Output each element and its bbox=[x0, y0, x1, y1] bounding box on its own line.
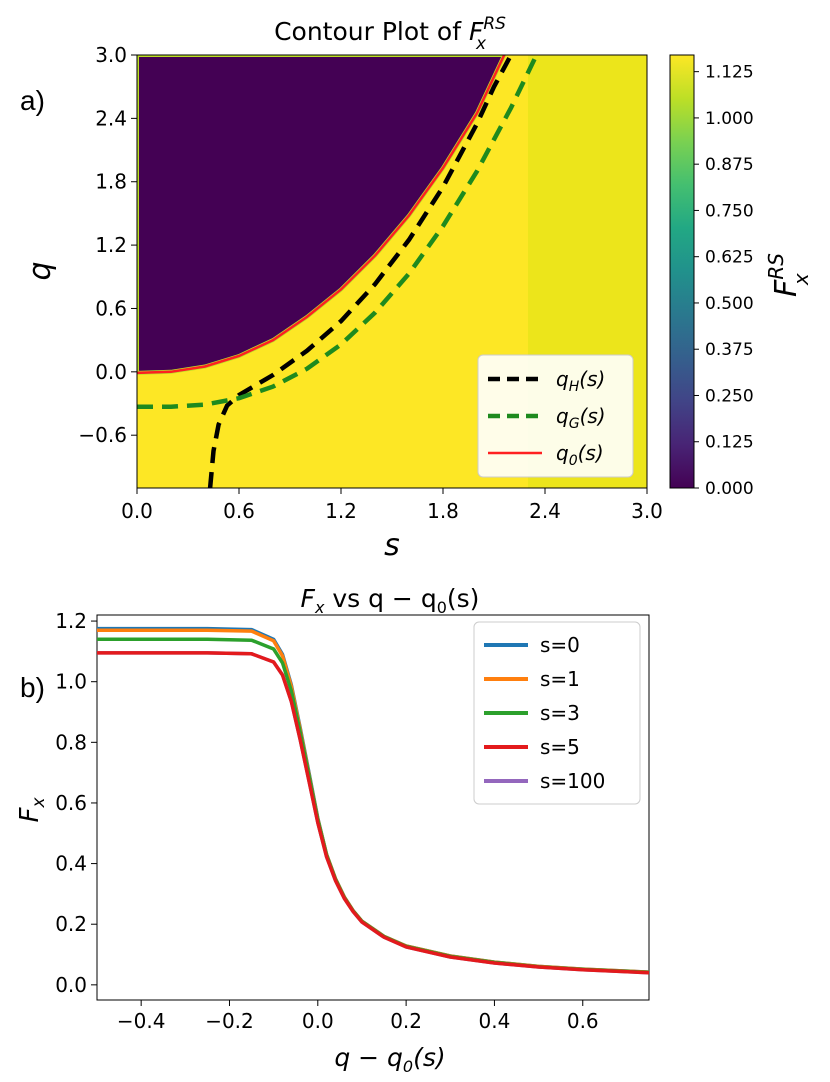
y-tick-label: 2.4 bbox=[95, 106, 127, 130]
y-tick-label: 0.6 bbox=[55, 791, 87, 815]
line-chart-plot-area bbox=[97, 626, 649, 975]
y-tick-label: 1.2 bbox=[55, 609, 87, 633]
heatmap-legend-box bbox=[477, 354, 634, 478]
legend-label: s=0 bbox=[540, 633, 580, 657]
y-tick-label: 1.0 bbox=[55, 670, 87, 694]
heatmap-title: Contour Plot of FRS x bbox=[274, 14, 506, 54]
y-tick-label: 0.0 bbox=[55, 973, 87, 997]
x-tick-label: 3.0 bbox=[631, 499, 663, 523]
y-tick-label: 1.8 bbox=[95, 170, 127, 194]
x-tick-label: 1.8 bbox=[427, 499, 459, 523]
y-tick-label: 0.8 bbox=[55, 730, 87, 754]
y-tick-label: −0.6 bbox=[78, 423, 127, 447]
heatmap-ylabel: q bbox=[23, 261, 58, 280]
y-tick-label: 3.0 bbox=[95, 43, 127, 67]
heatmap-xlabel: s bbox=[384, 528, 400, 563]
line-chart-xlabel: q − q0(s) bbox=[334, 1043, 445, 1076]
y-tick-label: 0.2 bbox=[55, 912, 87, 936]
line-chart-ylabel: Fx bbox=[15, 797, 49, 823]
panel-label-a: a) bbox=[20, 85, 45, 116]
colorbar-tick-label: 0.250 bbox=[705, 386, 754, 406]
colorbar-label: FRSx bbox=[764, 253, 813, 297]
colorbar-gradient bbox=[669, 54, 695, 489]
colorbar-tick-label: 0.000 bbox=[705, 479, 754, 499]
colorbar-tick-label: 0.125 bbox=[705, 433, 754, 453]
heatmap-legend: qH(s) qG(s) q0(s) bbox=[477, 354, 634, 478]
colorbar-tick-label: 0.625 bbox=[705, 248, 754, 268]
x-tick-label: 1.2 bbox=[325, 499, 357, 523]
legend-label: s=1 bbox=[540, 667, 580, 691]
line-chart: Fx vs q − q0(s) −0.4 −0.2 0.0 0.2 0.4 0.6 0.0 0… bbox=[15, 584, 650, 1076]
legend-label: s=100 bbox=[540, 769, 605, 793]
x-tick-label: 0.0 bbox=[121, 499, 153, 523]
line-chart-title: Fx vs q − q0(s) bbox=[301, 584, 480, 617]
x-tick-label: 2.4 bbox=[529, 499, 561, 523]
colorbar-tick-label: 0.750 bbox=[705, 201, 754, 221]
legend-label: q0(s) bbox=[556, 441, 604, 469]
colorbar-tick-label: 0.375 bbox=[705, 340, 754, 360]
line-chart-legend: s=0 s=1 s=3 s=5 s=100 bbox=[473, 621, 641, 805]
y-tick-label: 1.2 bbox=[95, 233, 127, 257]
colorbar-tick-label: 0.875 bbox=[705, 155, 754, 175]
curve-q-g-s bbox=[137, 55, 539, 409]
line-chart-legend-box bbox=[473, 621, 641, 805]
x-tick-label: 0.2 bbox=[390, 1009, 422, 1033]
curve-q-0-s bbox=[137, 55, 506, 375]
y-tick-label: 0.6 bbox=[95, 296, 127, 320]
legend-label: s=5 bbox=[540, 735, 580, 759]
series-line-s-5 bbox=[97, 651, 649, 975]
legend-label: qG(s) bbox=[556, 404, 606, 432]
y-tick-label: 0.4 bbox=[55, 852, 87, 876]
colorbar-tick-label: 1.125 bbox=[705, 63, 754, 83]
colorbar: 0.000 0.125 0.250 0.375 0.500 0.625 0.750 0.875… bbox=[669, 54, 813, 499]
heatmap-plot-area bbox=[137, 55, 647, 488]
colorbar-tick-label: 1.000 bbox=[705, 109, 754, 129]
x-tick-label: −0.2 bbox=[205, 1009, 254, 1033]
legend-label: qH(s) bbox=[556, 367, 605, 395]
heatmap-chart: Contour Plot of FRS x 0.0 0.6 1.2 1.8 2.4 3.0 −… bbox=[23, 14, 813, 563]
x-tick-label: −0.4 bbox=[117, 1009, 166, 1033]
legend-label: s=3 bbox=[540, 701, 580, 725]
x-tick-label: 0.0 bbox=[302, 1009, 334, 1033]
x-tick-label: 0.4 bbox=[479, 1009, 511, 1033]
heatmap-frame bbox=[136, 54, 648, 489]
y-tick-label: 0.0 bbox=[95, 360, 127, 384]
x-tick-label: 0.6 bbox=[567, 1009, 599, 1033]
panel-label-b: b) bbox=[20, 672, 45, 703]
x-tick-label: 0.6 bbox=[223, 499, 255, 523]
colorbar-tick-label: 0.500 bbox=[705, 294, 754, 314]
curve-q-h-s bbox=[207, 55, 513, 488]
